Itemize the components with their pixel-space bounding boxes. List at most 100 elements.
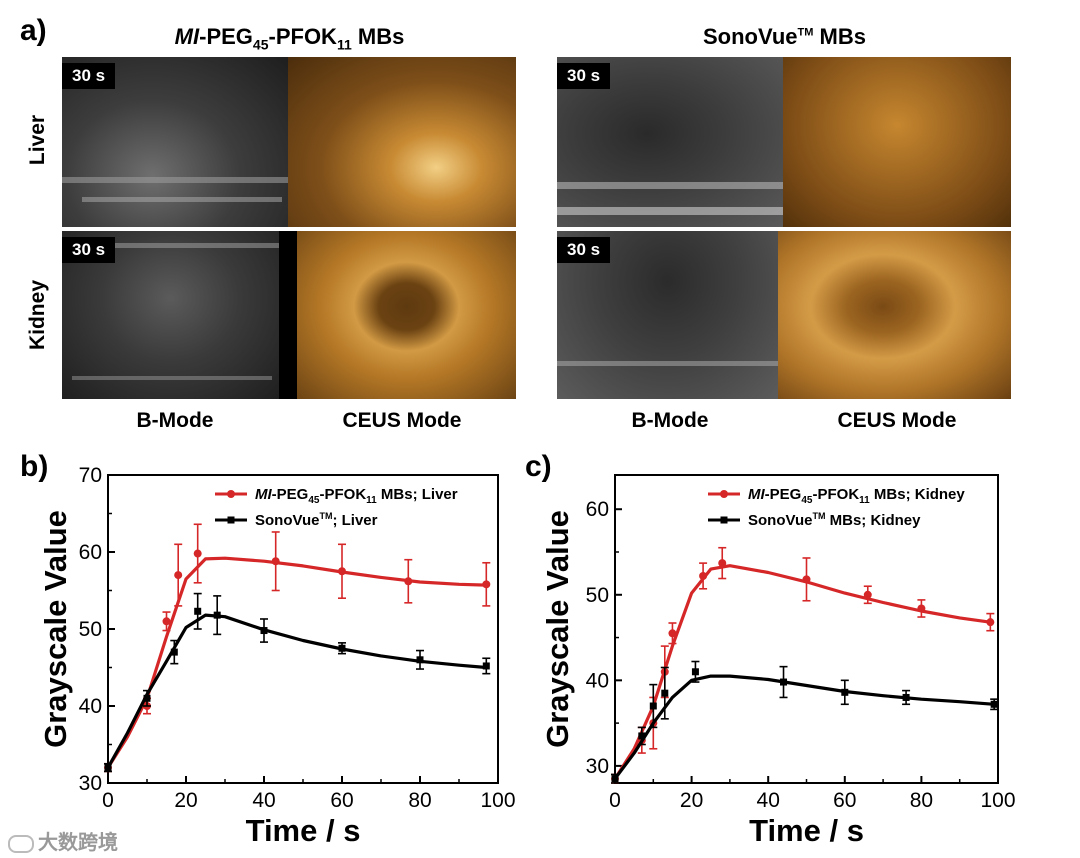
kidney-image-divider-left: [279, 231, 297, 399]
data-point: [338, 567, 346, 576]
x-tick-label: 60: [833, 789, 856, 812]
x-tick-label: 40: [757, 789, 780, 812]
y-tick-label: 30: [586, 755, 609, 778]
data-point: [668, 629, 677, 638]
title-pfok-part: -PFOK: [268, 24, 337, 49]
data-point: [170, 648, 178, 656]
row-label-kidney: Kidney: [26, 280, 49, 351]
title-peg-sub: 45: [252, 36, 269, 53]
x-tick-label: 100: [480, 789, 515, 812]
data-point: [213, 611, 221, 619]
x-tick-label: 40: [252, 789, 275, 812]
data-point: [780, 678, 788, 686]
time-badge-liver-right: 30 s: [557, 63, 611, 89]
liver-ceus-image-right: [783, 57, 1011, 227]
x-tick-label: 80: [910, 789, 933, 812]
watermark-logo-icon: [8, 834, 34, 853]
liver-ceus-image-left: [288, 57, 516, 227]
x-axis-label: Time / s: [749, 813, 864, 848]
y-axis-label: Grayscale Value: [540, 510, 575, 748]
title-pfok-sub: 11: [336, 36, 352, 53]
row-label-liver: Liver: [26, 114, 49, 166]
data-point: [638, 732, 646, 740]
data-point: [404, 577, 413, 586]
mode-label-ceus-right: CEUS Mode: [837, 409, 957, 432]
panel-b-label: b): [20, 450, 49, 483]
data-point: [986, 618, 995, 627]
x-axis-label: Time / s: [246, 813, 361, 848]
series-0: MI-PEG45-PFOK11 MBs; Liver: [104, 486, 491, 773]
title-tm-sup: TM: [797, 26, 814, 39]
x-tick-label: 100: [980, 789, 1015, 812]
title-sonovue-part: SonoVue: [703, 24, 798, 49]
legend-label: MI-PEG45-PFOK11 MBs; Kidney: [748, 486, 965, 506]
data-point: [260, 627, 268, 635]
fit-line: [613, 674, 996, 781]
time-badge-kidney-left: 30 s: [62, 237, 116, 263]
data-point: [902, 693, 910, 701]
data-point: [271, 557, 280, 566]
data-point: [482, 580, 491, 589]
y-tick-label: 60: [79, 541, 102, 564]
data-point: [193, 549, 202, 558]
data-point: [649, 702, 657, 710]
data-point: [863, 590, 872, 599]
data-point: [482, 662, 490, 670]
legend-label: MI-PEG45-PFOK11 MBs; Liver: [255, 486, 458, 506]
series-0: MI-PEG45-PFOK11 MBs; Kidney: [611, 486, 995, 784]
mode-label-ceus-left: CEUS Mode: [342, 409, 462, 432]
kidney-ceus-image-left: [297, 231, 516, 399]
fit-line: [613, 564, 992, 781]
data-point: [699, 571, 708, 580]
x-tick-label: 0: [102, 789, 114, 812]
data-point: [416, 656, 424, 664]
data-point: [338, 644, 346, 652]
data-point: [718, 559, 727, 568]
legend-label: SonoVueTM; Liver: [255, 511, 378, 529]
watermark: 大数跨境: [8, 826, 118, 855]
data-point: [990, 700, 998, 708]
data-point: [143, 694, 151, 702]
watermark-text: 大数跨境: [38, 832, 118, 854]
y-tick-label: 40: [79, 695, 102, 718]
legend-marker: [720, 516, 728, 524]
x-tick-label: 60: [330, 789, 353, 812]
title-sonovue-mbs: MBs: [813, 24, 866, 49]
data-point: [194, 607, 202, 615]
x-tick-label: 0: [609, 789, 621, 812]
y-tick-label: 30: [79, 772, 102, 795]
data-point: [661, 689, 669, 697]
x-tick-label: 80: [408, 789, 431, 812]
mode-label-bmode-right: B-Mode: [631, 409, 709, 432]
legend-marker: [720, 490, 728, 498]
y-tick-label: 70: [79, 464, 102, 487]
title-mbs-part: MBs: [351, 24, 405, 49]
liver-bmode-image-right: [557, 57, 783, 227]
panel-c-label: c): [525, 450, 552, 483]
data-point: [174, 571, 183, 580]
series-1: SonoVueTM; Liver: [104, 511, 491, 773]
mode-label-bmode-left: B-Mode: [136, 409, 214, 432]
title-mi-part: MI: [174, 24, 200, 49]
y-tick-label: 60: [586, 498, 609, 521]
y-axis-label: Grayscale Value: [38, 510, 73, 748]
x-tick-label: 20: [680, 789, 703, 812]
fit-line: [106, 613, 488, 770]
chart-b: 0 20 40 60 80 100 30 40 50 60 70 Time / s Grayscale …: [38, 464, 516, 848]
data-point: [691, 668, 699, 676]
data-point: [917, 604, 926, 613]
title-peg-part: -PEG: [199, 24, 253, 49]
data-point: [841, 688, 849, 696]
legend-marker: [227, 516, 235, 524]
right-image-title: SonoVueTM MBs: [557, 24, 1012, 50]
time-badge-liver-left: 30 s: [62, 63, 116, 89]
data-point: [104, 764, 112, 772]
kidney-ceus-image-right: [778, 231, 1011, 399]
data-point: [802, 575, 811, 584]
x-tick-label: 20: [174, 789, 197, 812]
time-badge-kidney-right: 30 s: [557, 237, 611, 263]
data-point: [162, 617, 171, 626]
left-image-title: MI-PEG45-PFOK11 MBs: [62, 24, 517, 52]
data-point: [611, 775, 619, 783]
